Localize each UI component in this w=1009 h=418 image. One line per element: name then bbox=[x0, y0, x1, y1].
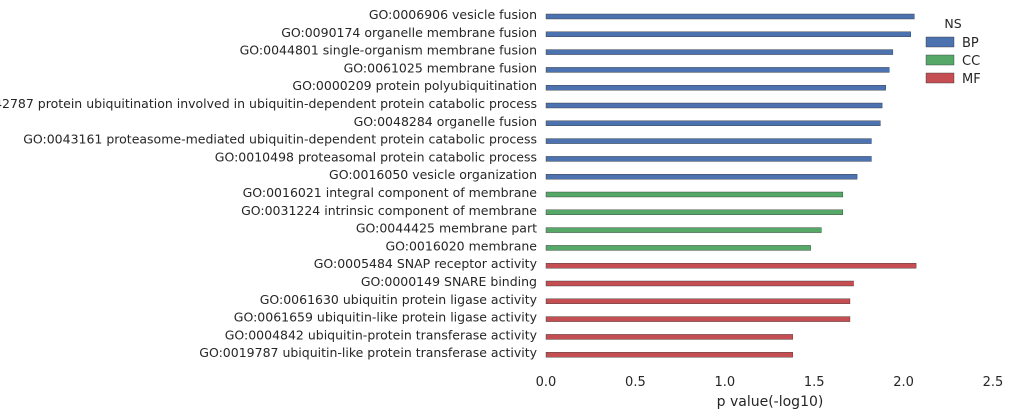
bar-bp bbox=[545, 156, 872, 162]
bar-bp bbox=[545, 67, 890, 73]
x-tick-label: 2.5 bbox=[983, 375, 1004, 390]
bar-cc bbox=[545, 227, 822, 233]
y-tick-label: GO:0006906 vesicle fusion bbox=[369, 7, 537, 22]
bar-bp bbox=[545, 13, 915, 20]
y-tick-label: GO:0000209 protein polyubiquitination bbox=[292, 78, 537, 93]
y-tick-label: GO:0061659 ubiquitin-like protein ligase… bbox=[234, 310, 538, 325]
y-tick-label: GO:0044801 single-organism membrane fusi… bbox=[240, 43, 537, 58]
bar-bp bbox=[545, 49, 894, 55]
y-tick-label: GO:0044425 membrane part bbox=[356, 221, 537, 236]
legend-label-cc: CC bbox=[962, 54, 980, 69]
bar-bp bbox=[545, 138, 872, 144]
y-tick-label: GO:0061630 ubiquitin protein ligase acti… bbox=[260, 292, 538, 307]
x-tick-label: 0.5 bbox=[625, 375, 646, 390]
y-tick-label: GO:0061025 membrane fusion bbox=[344, 60, 537, 75]
bar-mf bbox=[545, 298, 851, 304]
legend-swatch-mf bbox=[925, 72, 955, 84]
legend-swatch-cc bbox=[925, 54, 955, 66]
bar-mf bbox=[545, 280, 854, 287]
bar-cc bbox=[545, 209, 844, 216]
bar-bp bbox=[545, 102, 883, 109]
y-tick-label: GO:0031224 intrinsic component of membra… bbox=[241, 203, 537, 218]
y-tick-label: GO:0048284 organelle fusion bbox=[354, 114, 537, 129]
y-tick-label: GO:0000149 SNARE binding bbox=[361, 274, 537, 289]
y-tick-label: GO:0005484 SNAP receptor activity bbox=[314, 256, 538, 271]
bar-mf bbox=[545, 334, 793, 340]
legend-title: NS bbox=[944, 16, 961, 31]
x-tick-label: 1.5 bbox=[804, 375, 825, 390]
legend-swatch-bp bbox=[925, 36, 955, 48]
bar-mf bbox=[545, 263, 917, 269]
x-axis-label: p value(-log10) bbox=[717, 394, 824, 410]
y-tick-label: GO:0043161 proteasome-mediated ubiquitin… bbox=[23, 132, 537, 147]
y-tick-label: GO:0004842 ubiquitin-protein transferase… bbox=[225, 327, 538, 342]
bar-mf bbox=[545, 352, 793, 358]
bar-bp bbox=[545, 120, 881, 127]
bar-bp bbox=[545, 173, 858, 180]
y-tick-label: GO:0019787 ubiquitin-like protein transf… bbox=[199, 345, 537, 360]
x-tick-label: 0.0 bbox=[536, 375, 557, 390]
bar-bp bbox=[545, 31, 911, 37]
y-tick-label: GO:0042787 protein ubiquitination involv… bbox=[0, 96, 537, 111]
x-tick-label: 1.0 bbox=[714, 375, 735, 390]
bar-cc bbox=[545, 191, 844, 198]
legend-label-bp: BP bbox=[962, 36, 979, 51]
bar-mf bbox=[545, 316, 851, 322]
bar-bp bbox=[545, 84, 886, 91]
y-tick-label: GO:0010498 proteasomal protein catabolic… bbox=[215, 149, 537, 164]
y-tick-label: GO:0016050 vesicle organization bbox=[329, 167, 537, 182]
y-tick-label: GO:0016020 membrane bbox=[385, 238, 537, 253]
legend-label-mf: MF bbox=[962, 72, 981, 87]
x-tick-label: 2.0 bbox=[893, 375, 914, 390]
bar-cc bbox=[545, 245, 811, 251]
y-tick-label: GO:0090174 organelle membrane fusion bbox=[281, 25, 537, 40]
y-tick-label: GO:0016021 integral component of membran… bbox=[243, 185, 538, 200]
